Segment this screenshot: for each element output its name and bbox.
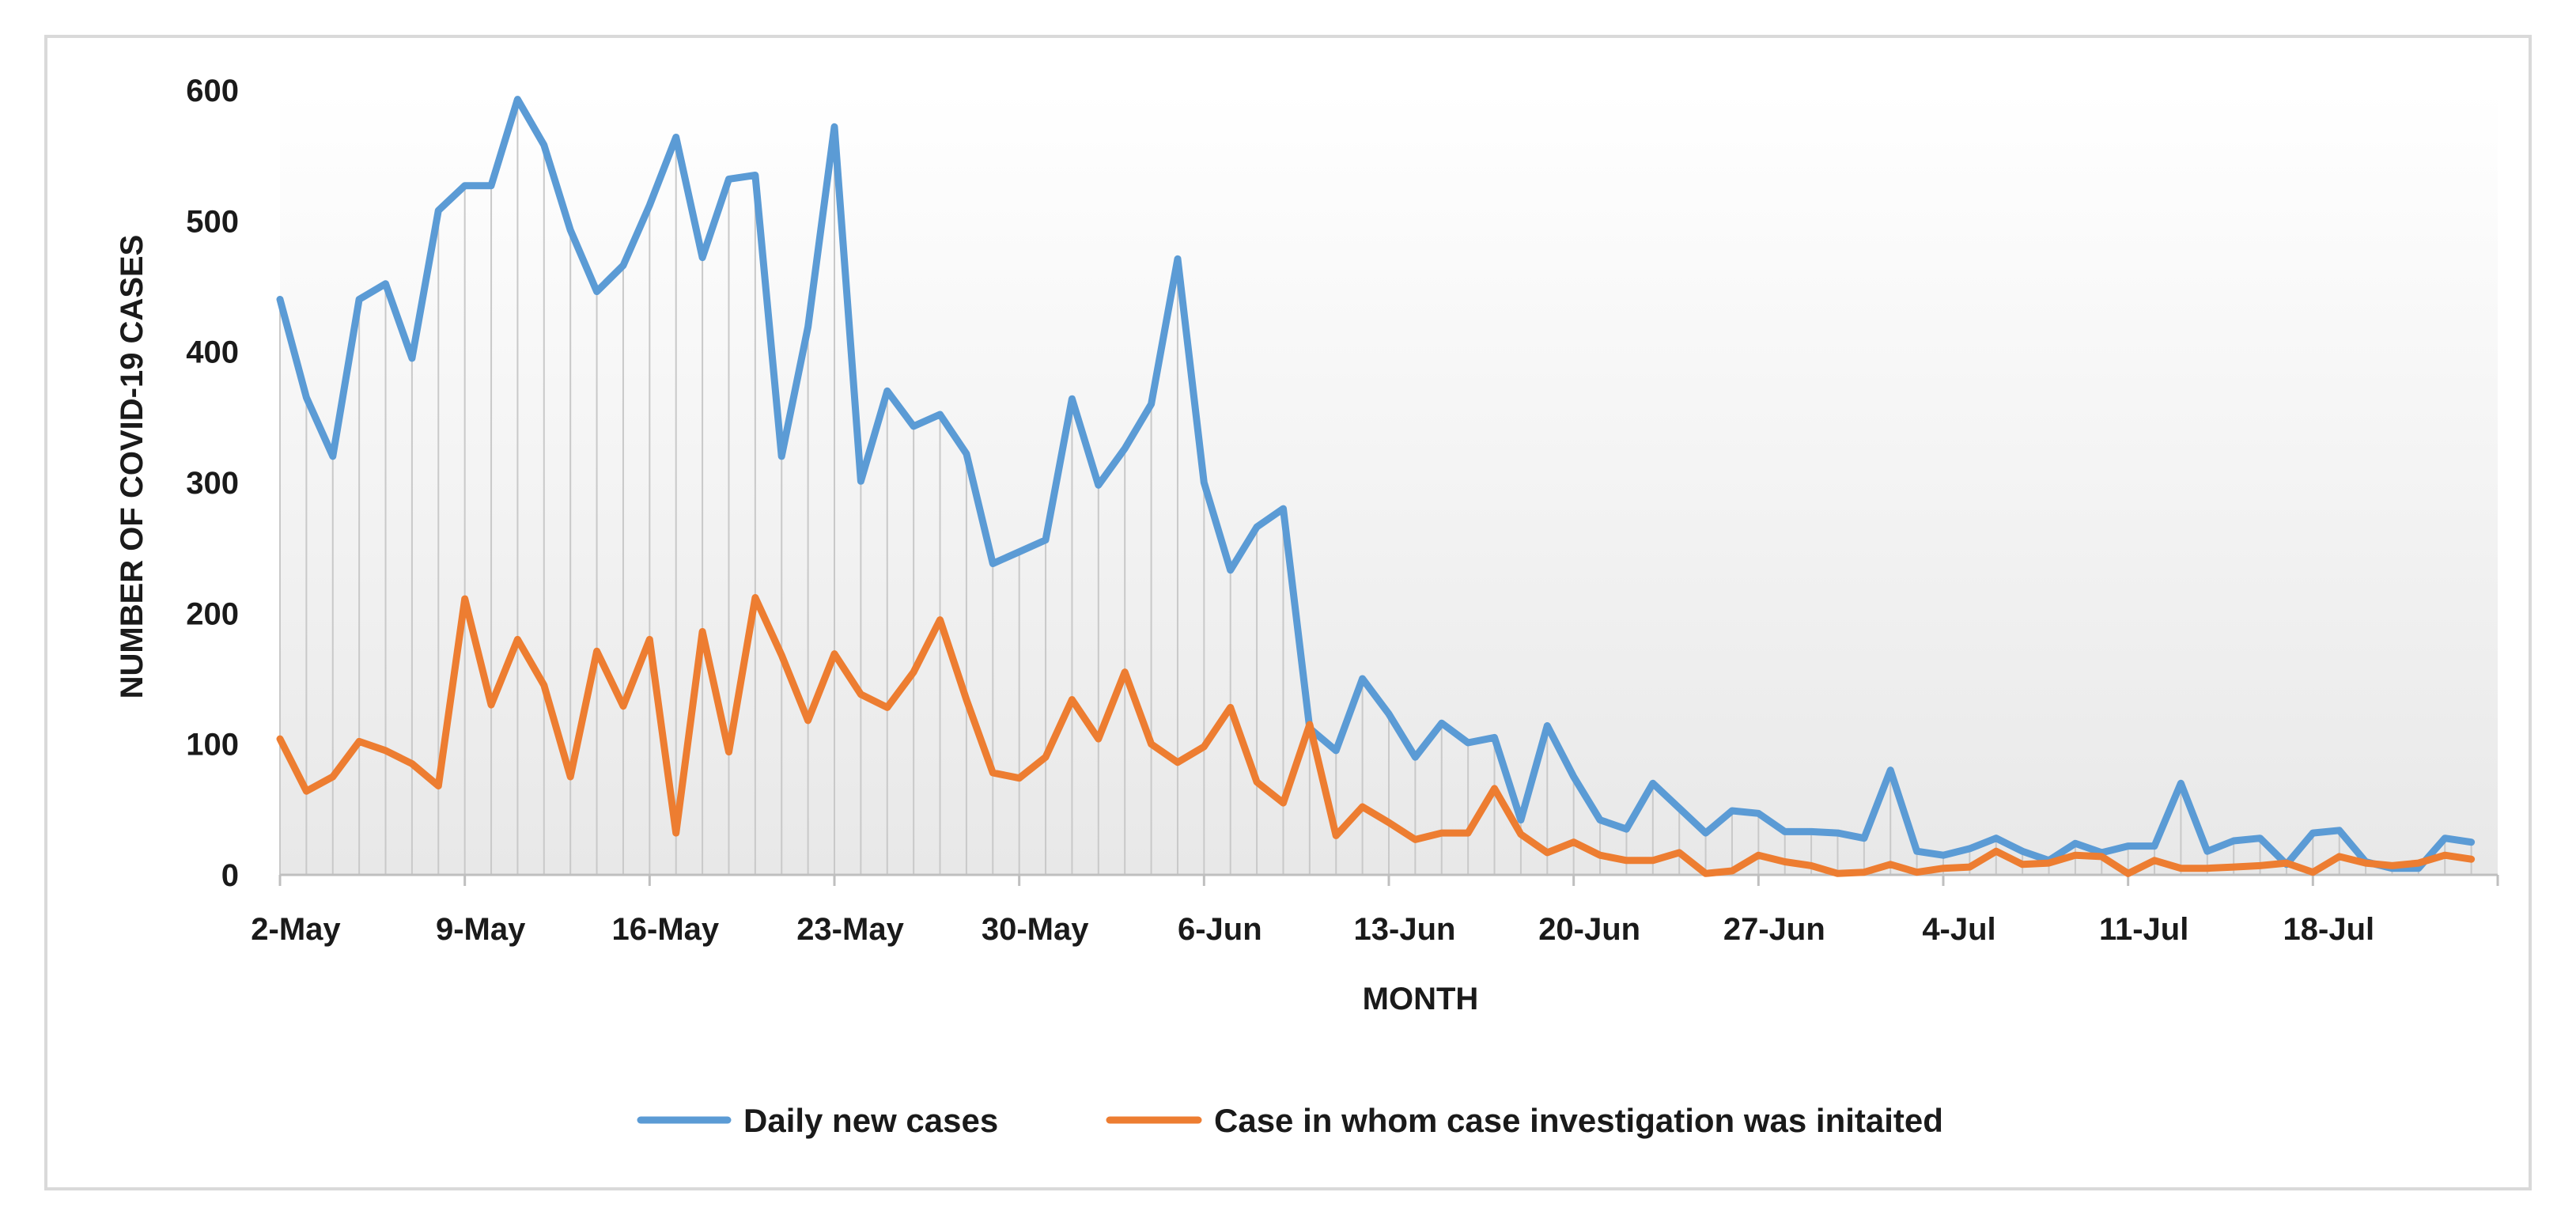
- y-tick-label: 0: [221, 858, 239, 893]
- y-tick-label: 300: [186, 466, 239, 501]
- x-tick-label: 27-Jun: [1723, 912, 1825, 947]
- legend: Daily new cases Case in whom case invest…: [637, 1102, 1943, 1139]
- y-tick-label: 400: [186, 335, 239, 370]
- legend-label-case-investigation: Case in whom case investigation was init…: [1214, 1102, 1943, 1139]
- x-axis-title: MONTH: [1363, 982, 1479, 1016]
- y-tick-label: 500: [186, 204, 239, 239]
- chart-frame: 0 100 200 300 400 500 600 2-May 9-May 16-May 23-M…: [44, 35, 2532, 1190]
- x-tick-label: 4-Jul: [1922, 912, 1995, 947]
- x-tick-label: 2-May: [251, 912, 341, 947]
- x-tick-label: 16-May: [612, 912, 720, 947]
- axes: [278, 873, 2499, 886]
- x-tick-label: 11-Jul: [2099, 912, 2188, 947]
- x-tick-label: 6-Jun: [1178, 912, 1262, 947]
- drop-lines: [279, 99, 2472, 875]
- x-tick-label: 9-May: [436, 912, 526, 947]
- x-tick-label: 20-Jun: [1538, 912, 1640, 947]
- series-line-daily-new-cases: [276, 96, 2476, 872]
- series-group: [276, 96, 2476, 877]
- y-axis-title: NUMBER OF COVID-19 CASES: [115, 235, 149, 699]
- chart-svg: 0 100 200 300 400 500 600 2-May 9-May 16-May 23-M…: [115, 74, 2499, 1139]
- y-tick-labels: 0 100 200 300 400 500 600: [186, 74, 239, 893]
- x-tick-label: 30-May: [982, 912, 1089, 947]
- legend-label-daily-new-cases: Daily new cases: [743, 1102, 998, 1139]
- y-tick-label: 100: [186, 728, 239, 763]
- x-tick-labels: 2-May 9-May 16-May 23-May 30-May 6-Jun 13-Jun 2…: [251, 912, 2374, 947]
- y-tick-label: 200: [186, 596, 239, 631]
- x-tick-label: 18-Jul: [2283, 912, 2375, 947]
- x-tick-label: 13-Jun: [1354, 912, 1456, 947]
- series-line-case-investigation: [276, 594, 2476, 877]
- x-tick-label: 23-May: [796, 912, 904, 947]
- y-tick-label: 600: [186, 74, 239, 108]
